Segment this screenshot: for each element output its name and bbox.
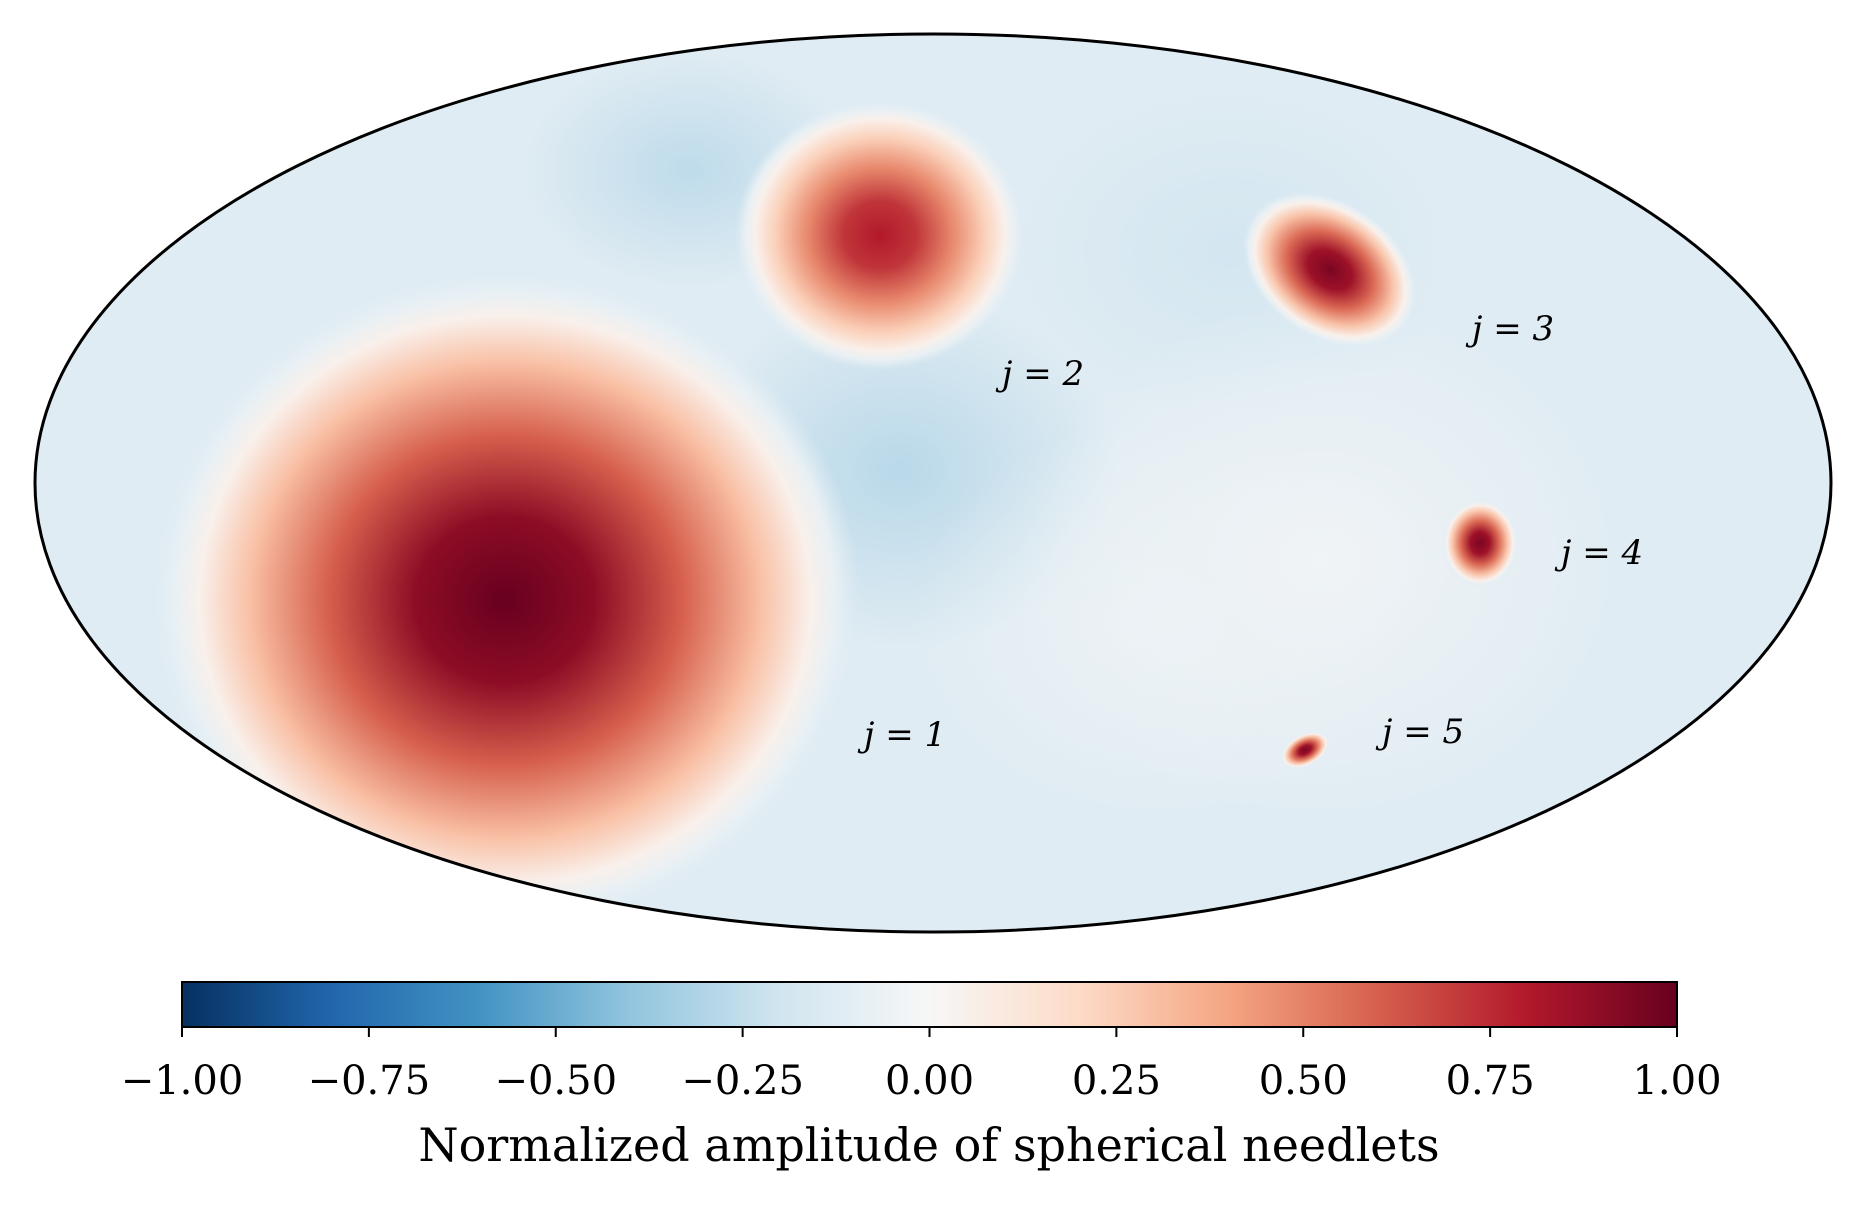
- needlet-blob-j1: [150, 270, 860, 930]
- colorbar-tick-label: 0.50: [1259, 1058, 1348, 1104]
- colorbar-ticks: −1.00 −0.75 −0.50 −0.25 0.00 0.25 0.50 0.75 1.00: [121, 1027, 1722, 1104]
- colorbar-tick-label: 0.00: [885, 1058, 974, 1104]
- needlet-label-j4: j = 4: [1554, 533, 1643, 573]
- colorbar-tick-label: 0.75: [1446, 1058, 1535, 1104]
- needlet-label-j3: j = 3: [1465, 309, 1554, 349]
- background-patch: [910, 420, 1410, 820]
- colorbar-gradient: [181, 981, 1678, 1028]
- needlet-label-j5: j = 5: [1375, 712, 1464, 752]
- mollweide-map: j = 1 j = 2 j = 3 j = 4 j = 5: [33, 32, 1833, 934]
- needlet-labels: j = 1 j = 2 j = 3 j = 4 j = 5: [857, 309, 1643, 755]
- colorbar-tick-label: −1.00: [121, 1058, 244, 1104]
- map-outline: [33, 32, 1833, 934]
- colorbar-tick-label: 0.25: [1072, 1058, 1161, 1104]
- needlet-blob-j2: [735, 100, 1025, 370]
- needlet-label-j1: j = 1: [857, 715, 946, 755]
- colorbar-label: Normalized amplitude of spherical needle…: [418, 1118, 1439, 1172]
- needlet-label-j2: j = 2: [995, 354, 1084, 394]
- colorbar: −1.00 −0.75 −0.50 −0.25 0.00 0.25 0.50 0.75 1.00…: [121, 981, 1722, 1172]
- needlet-blob-j5: [1280, 731, 1330, 769]
- needlet-blob-j4: [1442, 499, 1518, 587]
- colorbar-tick-label: −0.75: [308, 1058, 431, 1104]
- colorbar-tick-label: −0.50: [494, 1058, 617, 1104]
- colorbar-tick-label: −0.25: [681, 1058, 804, 1104]
- needlet-field: [150, 50, 1620, 930]
- needlet-blob-j3: [1242, 192, 1418, 348]
- colorbar-tick-label: 1.00: [1632, 1058, 1721, 1104]
